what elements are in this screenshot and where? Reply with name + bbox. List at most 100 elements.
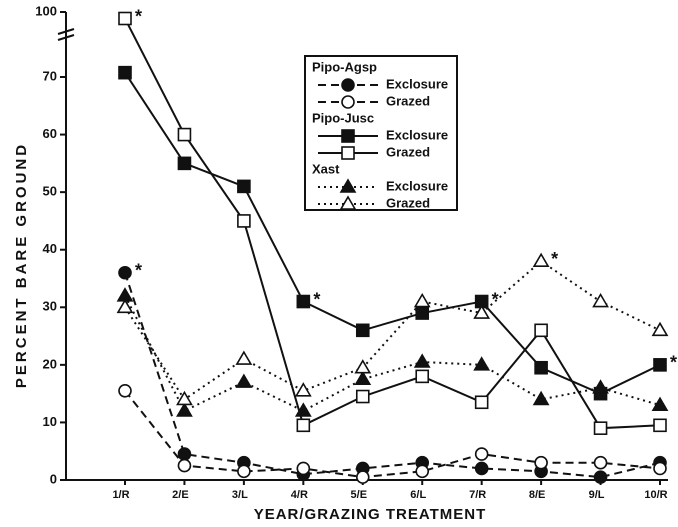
point: [116, 298, 134, 314]
point: [177, 127, 192, 142]
point: [235, 373, 253, 388]
y-tick-label: 30: [43, 299, 57, 314]
point: [653, 418, 667, 433]
point: [118, 65, 132, 80]
y-tick-label: 0: [50, 471, 57, 486]
y-tick-label: 50: [43, 184, 57, 199]
x-tick-label: 10/R: [644, 489, 667, 501]
legend-label: Grazed: [386, 144, 430, 159]
y-tick-label: 100: [35, 3, 57, 18]
point: [354, 359, 372, 374]
series-line: [124, 272, 661, 479]
point: [651, 396, 669, 411]
legend-label: Grazed: [386, 195, 430, 210]
x-tick-label: 9/L: [589, 489, 605, 501]
point: [118, 11, 132, 26]
x-tick-label: 8/E: [529, 489, 546, 501]
legend-label: Exclosure: [386, 127, 448, 142]
point: [355, 323, 370, 338]
point: [592, 292, 609, 308]
annotation: *: [135, 6, 142, 26]
x-tick-label: 1/R: [112, 489, 129, 501]
point: [473, 304, 491, 319]
point: [534, 455, 548, 470]
axis-break: [57, 28, 75, 41]
legend-marker: [341, 146, 355, 160]
x-axis-label: YEAR/GRAZING TREATMENT: [254, 506, 487, 523]
point: [354, 370, 372, 386]
y-tick-label: 60: [43, 126, 57, 141]
legend-label: Grazed: [386, 93, 430, 108]
legend-marker: [339, 195, 357, 210]
legend-marker: [341, 95, 355, 109]
point: [415, 369, 430, 384]
point: [651, 321, 669, 337]
point: [474, 447, 489, 461]
legend-label: Exclosure: [386, 178, 448, 193]
legend-group: Xast: [312, 161, 340, 176]
point: [473, 356, 491, 371]
x-tick-label: 5/E: [351, 489, 368, 501]
series-line: [124, 259, 661, 401]
point: [413, 292, 431, 308]
point: [294, 382, 312, 397]
annotation: *: [135, 260, 142, 280]
legend-group: Pipo-Agsp: [312, 59, 377, 74]
series-line: [124, 18, 661, 430]
y-tick-label: 10: [43, 414, 57, 429]
annotation: *: [492, 289, 499, 309]
point: [296, 461, 311, 476]
point: [177, 156, 192, 171]
point: [474, 395, 489, 410]
y-tick-label: 40: [43, 241, 57, 256]
annotation: *: [313, 289, 320, 309]
point: [176, 402, 193, 417]
point: [592, 379, 609, 394]
point: [415, 306, 430, 320]
x-tick-label: 3/L: [232, 489, 248, 501]
point: [296, 294, 311, 309]
point: [534, 323, 548, 338]
point: [593, 421, 608, 435]
point: [176, 390, 193, 406]
point: [294, 402, 312, 417]
y-axis-label: PERCENT BARE GROUND: [13, 142, 30, 388]
point: [177, 458, 192, 473]
point: [532, 252, 550, 268]
point: [413, 353, 431, 368]
point: [177, 447, 192, 461]
y-tick-label: 70: [43, 68, 57, 83]
legend-marker: [341, 129, 355, 143]
point: [653, 358, 667, 372]
annotation: *: [670, 353, 677, 373]
legend: [304, 55, 458, 211]
point: [235, 350, 253, 365]
y-tick-label: 20: [43, 356, 57, 371]
x-tick-label: 4/R: [291, 489, 308, 501]
x-tick-label: 6/L: [410, 489, 426, 501]
point: [474, 461, 489, 476]
point: [653, 461, 667, 476]
point: [532, 390, 550, 406]
point: [296, 418, 311, 433]
point: [355, 389, 370, 404]
point: [237, 214, 251, 228]
point: [118, 265, 132, 280]
point: [118, 383, 132, 398]
legend-group: Pipo-Jusc: [312, 110, 374, 125]
point: [534, 360, 548, 375]
x-tick-label: 2/E: [172, 489, 189, 501]
legend-marker: [341, 78, 355, 92]
legend-marker: [339, 178, 357, 193]
point: [237, 179, 251, 194]
legend-label: Exclosure: [386, 76, 448, 91]
series-line: [124, 295, 661, 413]
point: [237, 464, 251, 479]
point: [415, 464, 430, 479]
x-tick-label: 7/R: [469, 489, 486, 501]
point: [593, 455, 608, 470]
series-line: [124, 390, 661, 479]
point: [355, 470, 370, 484]
annotation: *: [551, 249, 558, 269]
